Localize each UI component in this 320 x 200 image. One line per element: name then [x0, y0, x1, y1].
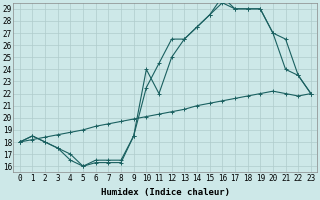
X-axis label: Humidex (Indice chaleur): Humidex (Indice chaleur): [101, 188, 230, 197]
